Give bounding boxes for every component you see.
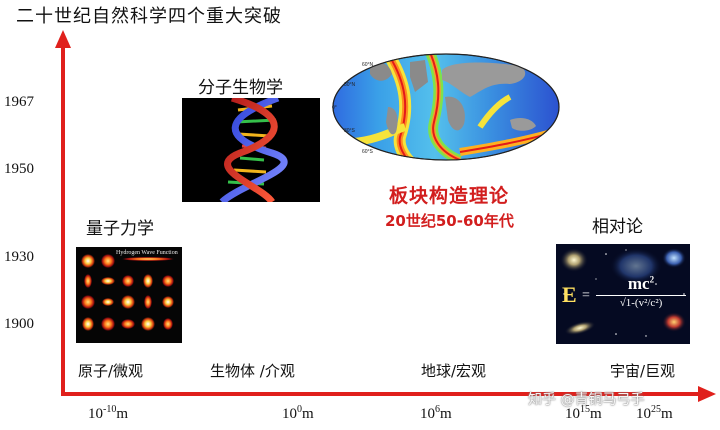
year-label-1900: 1900 <box>4 316 34 332</box>
diagram-title: 二十世纪自然科学四个重大突破 <box>16 6 282 27</box>
hydrogen-wave-function-image: Hydrogen Wave Function <box>76 247 182 343</box>
year-label-1967: 1967 <box>4 94 34 110</box>
formula-numerator: mc <box>627 274 650 293</box>
scale-galaxy: 1015m <box>565 404 602 422</box>
map-lat-30s: 30°S <box>344 128 356 134</box>
x-axis-arrow <box>698 386 716 402</box>
watermark: 知乎 @青铜马弓手 <box>528 392 645 408</box>
scale-universe: 1025m <box>636 404 673 422</box>
formula-denominator: √1-(v²/c²) <box>619 297 663 309</box>
map-lat-60n: 60°N <box>362 62 374 68</box>
year-label-1950: 1950 <box>4 161 34 177</box>
scale-bio: 100m <box>282 404 314 422</box>
orbital-grid <box>81 254 174 331</box>
y-axis-arrow <box>55 30 71 48</box>
category-bio: 生物体 /介观 <box>210 362 295 380</box>
map-lat-30n: 30°N <box>344 82 356 88</box>
galaxy-background <box>560 248 686 337</box>
relativity-universe-image: E = mc2 √1-(v²/c²) <box>556 244 690 344</box>
scale-earth: 106m <box>420 404 452 422</box>
field-quantum-mechanics: 量子力学 <box>86 219 154 239</box>
seafloor-age-map: 60°N 30°N 0° 30°S 60°S <box>332 53 560 161</box>
field-plate-tectonics: 板块构造理论 <box>389 185 510 207</box>
formula-fraction: mc2 √1-(v²/c²) <box>596 274 686 309</box>
dna-helix-image <box>182 98 320 202</box>
field-molecular-biology: 分子生物学 <box>198 78 283 98</box>
map-lat-60s: 60°S <box>362 149 374 155</box>
category-atom: 原子/微观 <box>78 362 144 380</box>
map-lat-0: 0° <box>332 105 337 111</box>
formula-lhs: E <box>562 282 577 307</box>
year-label-1930: 1930 <box>4 249 34 265</box>
plate-tectonics-era: 20世纪50-60年代 <box>385 212 514 230</box>
category-universe: 宇宙/巨观 <box>610 362 676 380</box>
plate-tectonics-map-image: 60°N 30°N 0° 30°S 60°S <box>330 52 562 162</box>
field-relativity: 相对论 <box>592 217 643 237</box>
category-earth: 地球/宏观 <box>421 362 487 380</box>
hydrogen-image-title: Hydrogen Wave Function <box>116 250 178 256</box>
dna-helix <box>219 98 288 202</box>
scale-atom: 10-10m <box>88 404 129 422</box>
